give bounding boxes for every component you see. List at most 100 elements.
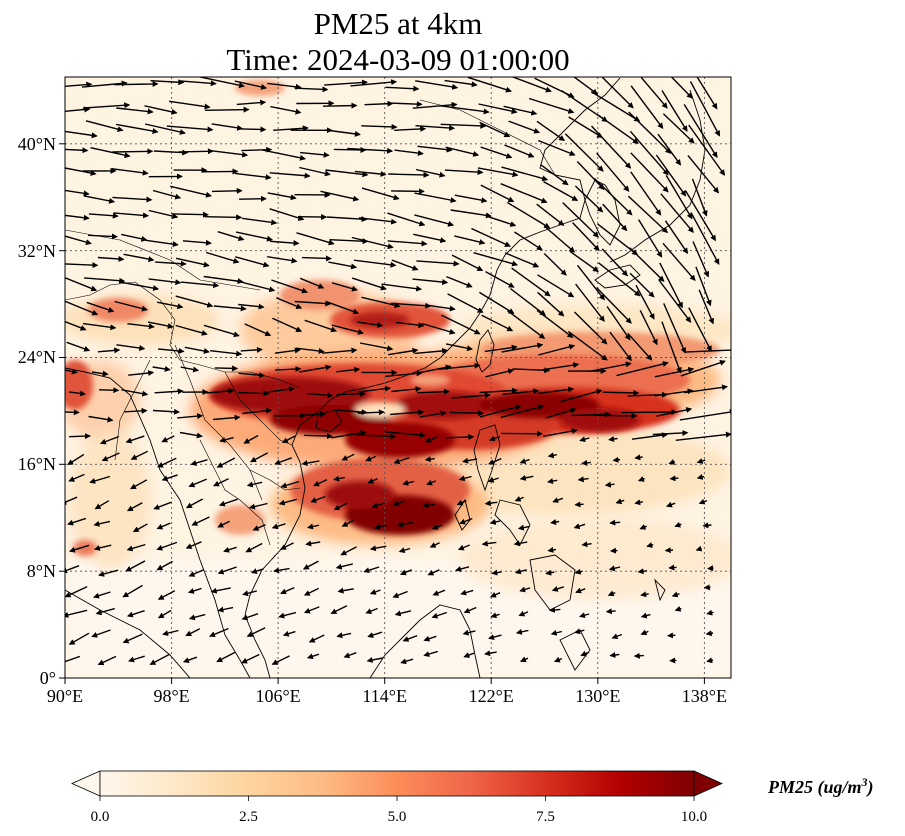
wind-arrow — [392, 590, 408, 599]
colorbar-extend-high — [693, 770, 723, 797]
wind-arrow — [320, 190, 360, 202]
wind-arrow — [707, 565, 714, 572]
wind-arrow — [393, 456, 410, 464]
wind-arrow — [608, 565, 621, 572]
wind-arrow — [328, 261, 358, 270]
wind-arrow — [519, 474, 534, 481]
wind-arrow — [471, 227, 511, 247]
wind-arrow — [188, 478, 207, 488]
wind-arrow — [281, 435, 296, 444]
wind-arrow — [467, 77, 512, 93]
wind-arrow — [402, 479, 415, 486]
wind-arrow — [101, 452, 120, 462]
lat-tick-label: 40°N — [18, 134, 56, 154]
wind-arrow — [567, 330, 608, 361]
wind-arrow — [590, 91, 641, 122]
wind-arrow — [684, 384, 728, 394]
wind-arrow — [157, 609, 172, 619]
wind-arrow — [661, 321, 682, 374]
wind-arrow — [171, 211, 209, 218]
wind-arrow — [664, 547, 674, 554]
wind-arrow — [688, 124, 726, 176]
wind-arrow — [422, 502, 435, 509]
wind-arrow — [241, 217, 278, 226]
wind-arrow — [357, 385, 391, 393]
wind-arrow — [514, 496, 524, 502]
wind-arrow — [112, 196, 153, 203]
wind-arrow — [518, 610, 529, 617]
wind-arrow — [198, 77, 245, 89]
wind-arrow — [579, 612, 590, 619]
wind-arrow — [219, 436, 234, 443]
wind-arrow — [69, 433, 91, 440]
wind-arrow — [609, 331, 632, 362]
wind-arrow — [274, 347, 301, 354]
wind-arrow — [509, 287, 546, 316]
colorbar-tick-label: 0.0 — [91, 809, 110, 825]
wind-arrow — [156, 541, 178, 551]
wind-arrow — [652, 429, 689, 436]
wind-arrow — [444, 79, 478, 88]
wind-arrow — [391, 188, 425, 195]
wind-arrow — [336, 390, 367, 397]
wind-arrow — [690, 212, 720, 265]
wind-arrow — [387, 240, 428, 247]
wind-arrow — [458, 475, 472, 482]
wind-arrow — [391, 386, 422, 393]
wind-arrow — [65, 409, 80, 416]
wind-arrow — [353, 259, 397, 268]
wind-arrow — [593, 412, 638, 419]
wind-arrow — [294, 300, 332, 307]
wind-arrow — [91, 629, 111, 638]
wind-arrow — [536, 309, 574, 339]
wind-arrow — [594, 177, 633, 216]
wind-arrow — [660, 193, 694, 233]
wind-arrow — [478, 103, 518, 115]
wind-arrow — [696, 458, 706, 464]
wind-arrow — [369, 589, 381, 595]
wind-arrow — [313, 478, 328, 487]
wind-arrow — [269, 240, 300, 247]
wind-arrow — [574, 311, 608, 345]
wind-arrow — [438, 362, 481, 370]
wind-arrow — [400, 658, 414, 665]
wind-arrow — [669, 475, 679, 482]
wind-arrow — [69, 544, 90, 553]
wind-arrow — [702, 522, 712, 529]
lat-tick-label: 16°N — [18, 454, 56, 474]
wind-arrow — [431, 524, 443, 530]
wind-arrow — [341, 519, 355, 527]
wind-arrow — [536, 203, 565, 226]
wind-arrow — [481, 540, 497, 547]
wind-arrow — [663, 303, 687, 354]
wind-arrow — [607, 590, 616, 597]
wind-arrow — [485, 270, 515, 288]
wind-arrow — [324, 79, 368, 86]
wind-arrow — [111, 168, 149, 176]
wind-arrow — [501, 342, 544, 353]
wind-arrow — [536, 120, 566, 141]
wind-arrow — [462, 457, 478, 464]
wind-arrow — [391, 302, 432, 309]
wind-arrow — [381, 283, 423, 292]
wind-arrow — [657, 133, 682, 166]
wind-arrow — [477, 167, 519, 178]
wind-arrow — [306, 653, 320, 660]
wind-arrow — [310, 495, 326, 503]
wind-arrow — [510, 77, 552, 93]
wind-arrow — [545, 569, 555, 576]
wind-arrow — [597, 114, 639, 144]
wind-arrow — [601, 77, 634, 109]
wind-arrow — [507, 201, 551, 229]
wind-arrow — [130, 450, 149, 460]
map-panel — [65, 77, 731, 678]
wind-arrow — [698, 498, 708, 505]
wind-arrow — [485, 215, 517, 227]
wind-arrow — [65, 609, 88, 618]
wind-arrow — [148, 209, 179, 219]
wind-arrow — [325, 129, 361, 137]
wind-arrow — [124, 407, 148, 414]
wind-arrow — [675, 431, 731, 441]
wind-arrow — [691, 178, 708, 217]
wind-arrow — [479, 404, 522, 418]
